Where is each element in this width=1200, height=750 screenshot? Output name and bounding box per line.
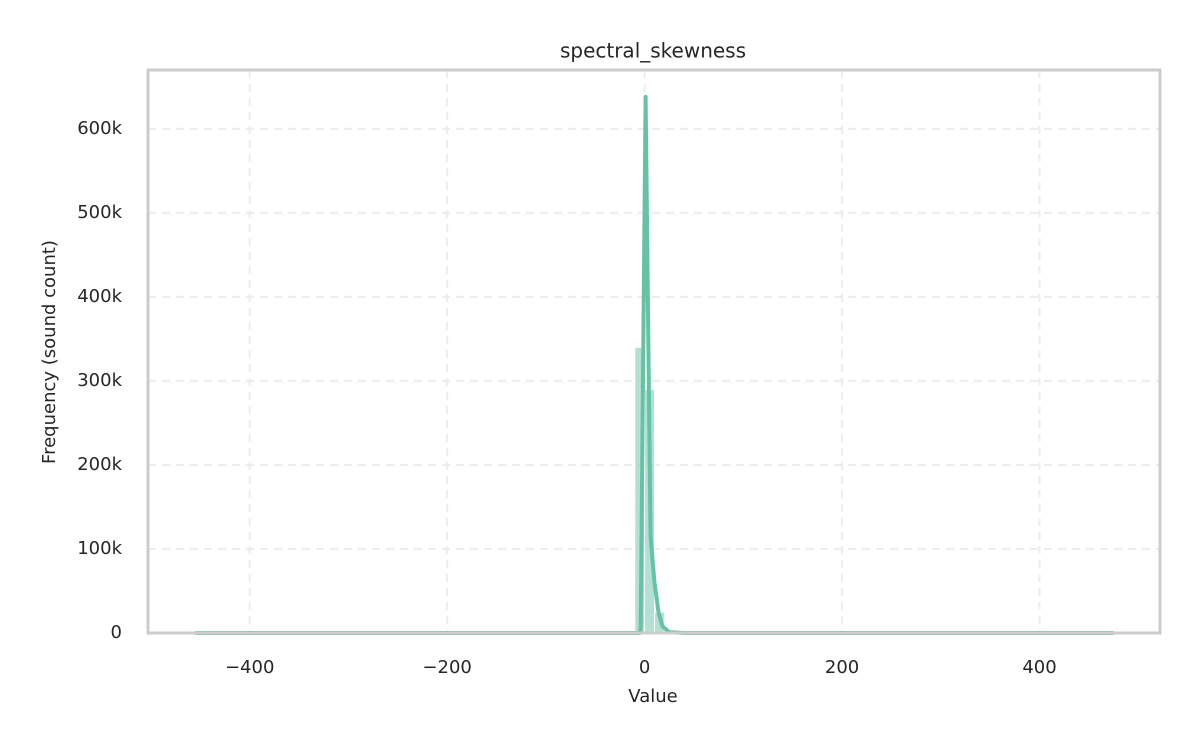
x-tick-label: 200 (825, 657, 859, 678)
x-tick-label: 400 (1022, 657, 1056, 678)
y-tick-label: 600k (77, 118, 122, 139)
x-tick-label: −400 (225, 657, 274, 678)
y-tick-label: 400k (77, 286, 122, 307)
chart-title: spectral_skewness (560, 39, 746, 63)
y-tick-label: 300k (77, 370, 122, 391)
y-tick-label: 500k (77, 202, 122, 223)
plot-frame (146, 68, 1162, 635)
y-axis-label: Frequency (sound count) (39, 240, 60, 464)
x-tick-label: −200 (422, 657, 471, 678)
y-tick-label: 0 (111, 622, 122, 643)
x-axis-label: Value (628, 686, 677, 707)
y-tick-label: 100k (77, 538, 122, 559)
y-tick-label: 200k (77, 454, 122, 475)
x-tick-label: 0 (639, 657, 650, 678)
